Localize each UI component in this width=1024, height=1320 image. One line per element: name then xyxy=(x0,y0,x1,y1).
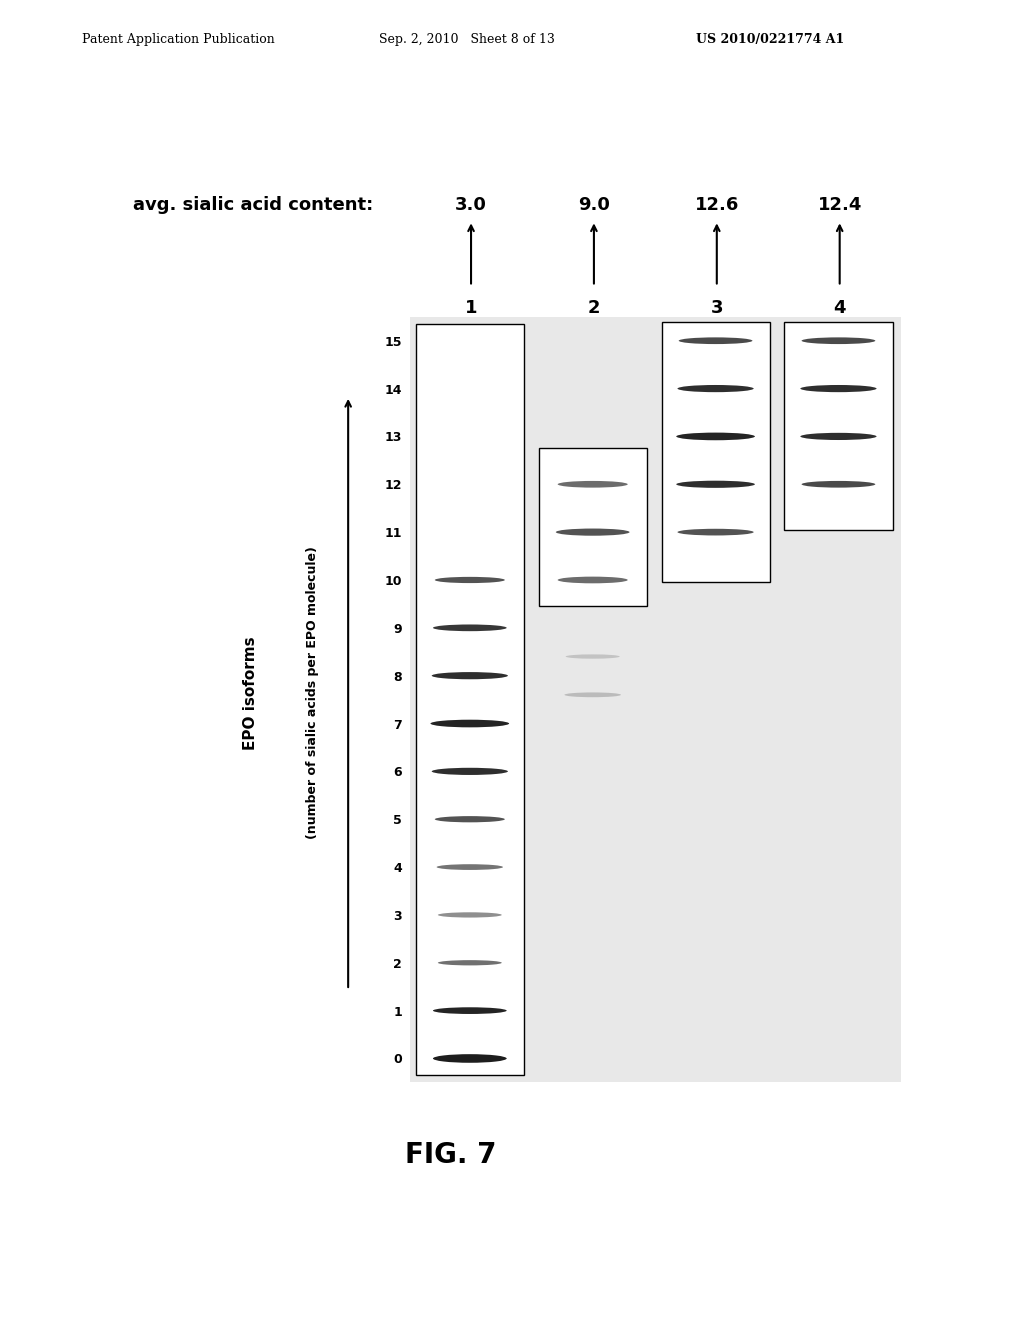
Ellipse shape xyxy=(435,577,505,583)
Text: 12.6: 12.6 xyxy=(694,195,739,214)
Text: 3.0: 3.0 xyxy=(455,195,487,214)
Ellipse shape xyxy=(801,433,877,440)
Ellipse shape xyxy=(676,480,755,488)
Ellipse shape xyxy=(438,912,502,917)
Text: 9.0: 9.0 xyxy=(578,195,610,214)
Text: 3: 3 xyxy=(711,298,723,317)
Ellipse shape xyxy=(558,480,628,487)
Ellipse shape xyxy=(679,338,753,345)
Ellipse shape xyxy=(432,768,508,775)
Ellipse shape xyxy=(430,719,509,727)
Ellipse shape xyxy=(432,672,508,680)
Bar xyxy=(784,322,893,529)
Bar xyxy=(662,322,770,582)
Text: Patent Application Publication: Patent Application Publication xyxy=(82,33,274,46)
Text: (number of sialic acids per EPO molecule): (number of sialic acids per EPO molecule… xyxy=(306,546,318,840)
Ellipse shape xyxy=(556,528,630,536)
Ellipse shape xyxy=(678,529,754,536)
Ellipse shape xyxy=(435,816,505,822)
Ellipse shape xyxy=(436,865,503,870)
Text: 4: 4 xyxy=(834,298,846,317)
Text: 2: 2 xyxy=(588,298,600,317)
Ellipse shape xyxy=(801,385,877,392)
Ellipse shape xyxy=(565,655,620,659)
Ellipse shape xyxy=(438,960,502,965)
Text: US 2010/0221774 A1: US 2010/0221774 A1 xyxy=(696,33,845,46)
Bar xyxy=(416,323,524,1076)
Text: avg. sialic acid content:: avg. sialic acid content: xyxy=(133,195,374,214)
Ellipse shape xyxy=(433,624,507,631)
Ellipse shape xyxy=(564,693,621,697)
Ellipse shape xyxy=(433,1055,507,1063)
Text: EPO isoforms: EPO isoforms xyxy=(244,636,258,750)
Text: 1: 1 xyxy=(465,298,477,317)
Ellipse shape xyxy=(433,1007,507,1014)
Ellipse shape xyxy=(678,385,754,392)
Text: 12.4: 12.4 xyxy=(817,195,862,214)
Ellipse shape xyxy=(676,433,755,441)
Text: Sep. 2, 2010   Sheet 8 of 13: Sep. 2, 2010 Sheet 8 of 13 xyxy=(379,33,555,46)
Ellipse shape xyxy=(558,577,628,583)
Ellipse shape xyxy=(802,338,876,345)
Ellipse shape xyxy=(802,480,876,487)
Bar xyxy=(539,449,647,606)
Text: FIG. 7: FIG. 7 xyxy=(404,1140,497,1170)
